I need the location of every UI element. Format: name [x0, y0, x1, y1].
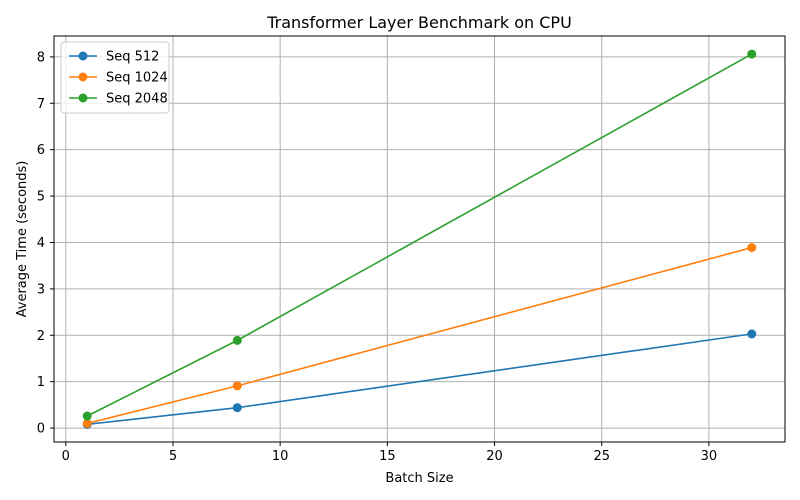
- plot-frame: [53, 35, 786, 443]
- x-tick-label: 10: [272, 449, 289, 464]
- series-line: [86, 53, 753, 417]
- grid: [54, 36, 785, 442]
- series-lines: [82, 49, 757, 429]
- y-tick-label: 4: [37, 236, 45, 251]
- data-point: [232, 335, 242, 345]
- x-axis-title: Batch Size: [385, 471, 453, 486]
- x-tick-label: 30: [701, 449, 718, 464]
- y-tick-label: 8: [37, 50, 45, 65]
- y-axis-ticks: 0 1 2 3 4 5 6 7 8: [37, 50, 54, 437]
- data-point: [232, 381, 242, 391]
- y-tick-label: 7: [37, 97, 45, 112]
- legend: Seq 512 Seq 1024 Seq 2048: [60, 41, 170, 114]
- data-point: [82, 411, 92, 421]
- legend-item: Seq 2048: [69, 92, 168, 107]
- x-axis-ticks: 0 5 10 15 20 25 30: [62, 442, 718, 464]
- legend-swatch-marker: [78, 51, 88, 61]
- x-tick-label: 0: [62, 449, 70, 464]
- legend-box: [60, 41, 170, 114]
- y-tick-label: 0: [37, 422, 45, 437]
- data-point: [747, 49, 757, 59]
- x-tick-label: 25: [593, 449, 610, 464]
- y-tick-label: 5: [37, 190, 45, 205]
- data-point: [232, 403, 242, 413]
- y-tick-label: 1: [37, 375, 45, 390]
- legend-items: Seq 512 Seq 1024 Seq 2048: [69, 50, 168, 107]
- y-tick-label: 3: [37, 282, 45, 297]
- series-seq-1024: [82, 243, 757, 428]
- x-tick-label: 15: [379, 449, 396, 464]
- x-tick-label: 20: [486, 449, 503, 464]
- x-tick-label: 5: [169, 449, 177, 464]
- y-tick-label: 6: [37, 143, 45, 158]
- series-seq-512: [82, 329, 757, 429]
- legend-label: Seq 1024: [106, 71, 168, 86]
- y-axis-title: Average Time (seconds): [15, 161, 30, 318]
- series-seq-2048: [82, 49, 757, 421]
- data-point: [747, 243, 757, 253]
- legend-label: Seq 512: [106, 50, 159, 65]
- y-tick-label: 2: [37, 329, 45, 344]
- chart-title: Transformer Layer Benchmark on CPU: [266, 13, 572, 32]
- data-point: [747, 329, 757, 339]
- data-point: [82, 418, 92, 428]
- series-line: [87, 333, 752, 426]
- legend-label: Seq 2048: [106, 92, 168, 107]
- legend-item: Seq 1024: [69, 71, 168, 86]
- legend-swatch-marker: [78, 72, 88, 82]
- legend-item: Seq 512: [69, 50, 159, 65]
- legend-swatch-marker: [78, 93, 88, 103]
